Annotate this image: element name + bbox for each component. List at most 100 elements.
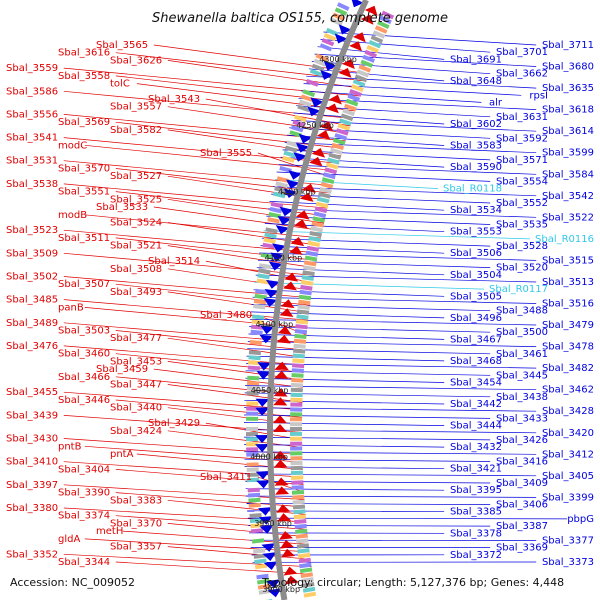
reverse-gene-arrow [310,97,324,108]
gene-block [335,128,349,136]
leader-line [245,377,445,383]
backbone-arc [267,0,369,600]
reverse-gene-arrow [298,133,313,144]
gene-label: Sbal_3440 [110,403,162,414]
gene-block [246,472,260,477]
gene-block [292,499,305,505]
reverse-gene-arrow [338,24,352,35]
reverse-gene-arrow [266,579,281,589]
gene-block [300,284,313,291]
gene-block [265,227,278,234]
gene-block [279,166,292,173]
reverse-gene-arrow [270,252,285,262]
gene-label: Sbal_3541 [6,133,58,144]
tick-mark [268,257,281,261]
gene-block [268,212,281,219]
forward-gene-arrow [295,210,310,220]
gene-block [349,89,362,97]
gene-label: Sbal_3616 [58,48,110,59]
gene-block [356,69,370,78]
gene-block [352,79,366,88]
forward-gene-arrow [316,130,331,140]
reverse-gene-arrow [256,480,271,489]
gene-label: Sbal_3488 [496,306,548,317]
gene-block [374,25,388,34]
gene-label: Sbal_3438 [496,392,548,403]
leader-line [284,142,537,154]
forward-gene-arrow [294,219,308,229]
tick-mark [322,59,335,66]
gene-block [293,338,307,344]
leader-line [264,223,445,233]
gene-block [247,365,260,371]
gene-label: Sbal_3380 [6,503,58,514]
gene-block [307,240,320,247]
forward-gene-arrow [274,361,289,371]
reverse-gene-arrow [258,516,273,525]
leader-line [246,495,537,498]
gene-label: Sbal_3513 [542,277,594,288]
gene-label: Sbal_3599 [542,148,594,159]
gene-label: Sbal_3416 [496,456,548,467]
gene-block [257,273,270,280]
gene-block [248,497,261,503]
gene-label: Sbal_3344 [58,557,110,568]
leader-line [243,436,491,441]
gene-block [296,538,309,544]
gene-block [300,94,314,102]
gene-label: Sbal_3592 [496,133,548,144]
gene-block [291,373,304,378]
gene-block [254,563,268,570]
accession-text: Accession: NC_009052 [10,576,135,589]
leader-line [244,399,445,405]
gene-block [253,304,266,310]
gene-block [250,528,264,534]
gene-label: Sbal_3569 [58,117,110,128]
gene-block [246,416,259,421]
gene-block [260,253,274,259]
leader-line [256,267,445,276]
reverse-gene-arrow [272,243,286,253]
gene-label: Sbal_3635 [542,83,594,94]
gene-block [258,263,272,270]
gene-label: Sbal_3409 [496,478,548,489]
leader-line [291,120,537,132]
tick-mark [258,520,271,523]
forward-gene-arrow [274,370,289,379]
gene-label: Sbal_3521 [110,241,162,252]
gene-label: Sbal_3378 [450,528,502,539]
tick-mark [281,191,294,196]
leader-line [115,168,332,194]
gene-label: Sbal_3387 [496,521,548,532]
gene-label: Sbal_3454 [450,377,502,388]
tick-mark [266,586,279,589]
gene-block [296,309,310,315]
gene-block [290,465,303,471]
leader-line [167,430,303,448]
gene-label: Sbal_3373 [542,557,594,568]
gene-block [246,437,259,442]
gene-block [339,118,352,126]
leader-line [63,252,315,276]
gene-label: modB [58,210,87,221]
leader-line [84,538,310,553]
gene-label: Sbal_3555 [200,148,252,159]
gene-block [253,553,266,559]
gene-block [248,360,261,366]
gene-label: Sbal_3505 [450,291,502,302]
gene-label: Sbal_3571 [496,155,548,166]
gene-label: Sbal_3583 [450,141,502,152]
gene-block [311,221,324,228]
gene-block [304,260,317,267]
forward-gene-arrow [281,548,295,558]
tick-mark [259,323,272,327]
gene-block [284,145,298,153]
tick-label: 4100 kbp [256,320,294,329]
map-title: Shewanella baltica OS155, complete genom… [152,11,448,26]
gene-label: Sbal_3482 [542,363,594,374]
gene-block [254,293,267,300]
forward-gene-arrow [283,566,298,576]
gene-block [344,103,357,112]
gene-block [294,333,307,339]
forward-gene-arrow [273,450,288,459]
